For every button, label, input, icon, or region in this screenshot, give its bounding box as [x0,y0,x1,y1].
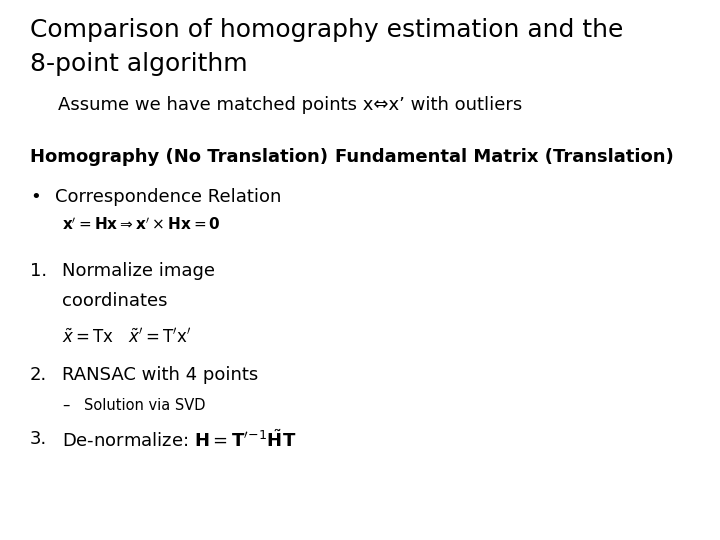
Text: 8-point algorithm: 8-point algorithm [30,52,248,76]
Text: Fundamental Matrix (Translation): Fundamental Matrix (Translation) [335,148,674,166]
Text: Correspondence Relation: Correspondence Relation [55,188,282,206]
Text: –: – [62,398,69,413]
Text: De-normalize: $\mathbf{H} = \mathbf{T}'^{-1}\tilde{\mathbf{H}}\mathbf{T}$: De-normalize: $\mathbf{H} = \mathbf{T}'^… [62,430,296,451]
Text: coordinates: coordinates [62,292,168,310]
Text: 2.: 2. [30,366,48,384]
Text: Normalize image: Normalize image [62,262,215,280]
Text: Comparison of homography estimation and the: Comparison of homography estimation and … [30,18,624,42]
Text: 1.: 1. [30,262,47,280]
Text: $\tilde{x} = \mathrm{T}\mathrm{x}$   $\tilde{x}' = \mathrm{T}'\mathrm{x}'$: $\tilde{x} = \mathrm{T}\mathrm{x}$ $\til… [62,328,192,347]
Text: Solution via SVD: Solution via SVD [84,398,205,413]
Text: Homography (No Translation): Homography (No Translation) [30,148,328,166]
Text: $\mathbf{x'} = \mathbf{Hx} \Rightarrow \mathbf{x'} \times \mathbf{Hx} = \mathbf{: $\mathbf{x'} = \mathbf{Hx} \Rightarrow \… [62,216,221,233]
Text: 3.: 3. [30,430,48,448]
Text: Assume we have matched points x⇔x’ with outliers: Assume we have matched points x⇔x’ with … [58,96,522,114]
Text: RANSAC with 4 points: RANSAC with 4 points [62,366,258,384]
Text: •: • [30,188,41,206]
